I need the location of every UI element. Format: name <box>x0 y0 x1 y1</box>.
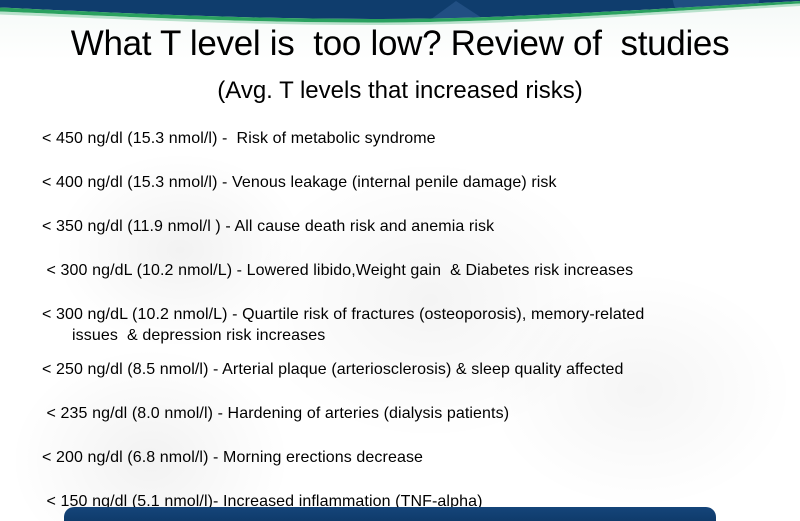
risk-item-300-libido: < 300 ng/dL (10.2 nmol/L) - Lowered libi… <box>42 262 634 279</box>
risk-item-250: < 250 ng/dl (8.5 nmol/l) - Arterial plaq… <box>42 361 624 378</box>
risk-item-350: < 350 ng/dl (11.9 nmol/l ) - All cause d… <box>42 218 495 235</box>
risk-item-450: < 450 ng/dl (15.3 nmol/l) - Risk of meta… <box>42 130 436 147</box>
risk-item-235: < 235 ng/dl (8.0 nmol/l) - Hardening of … <box>42 405 510 422</box>
risk-item-400: < 400 ng/dl (15.3 nmol/l) - Venous leaka… <box>42 174 557 191</box>
banner-green-fade <box>0 3 800 25</box>
banner-green-swoosh <box>0 1 800 23</box>
risk-item-300-fractures: < 300 ng/dL (10.2 nmol/L) - Quartile ris… <box>42 306 645 344</box>
banner-watermark-triangle <box>430 1 482 19</box>
bottom-banner-bar <box>64 507 716 521</box>
banner-navy-shape <box>0 0 800 19</box>
risk-threshold-list: < 450 ng/dl (15.3 nmol/l) - Risk of meta… <box>42 128 758 521</box>
risk-item-200: < 200 ng/dl (6.8 nmol/l) - Morning erect… <box>42 449 424 466</box>
risk-item-150: < 150 ng/dl (5.1 nmol/l)- Increased infl… <box>42 493 483 510</box>
slide-subtitle: (Avg. T levels that increased risks) <box>217 77 583 104</box>
slide-title: What T level is too low? Review of studi… <box>70 24 730 63</box>
top-swoosh-banner <box>0 0 800 25</box>
